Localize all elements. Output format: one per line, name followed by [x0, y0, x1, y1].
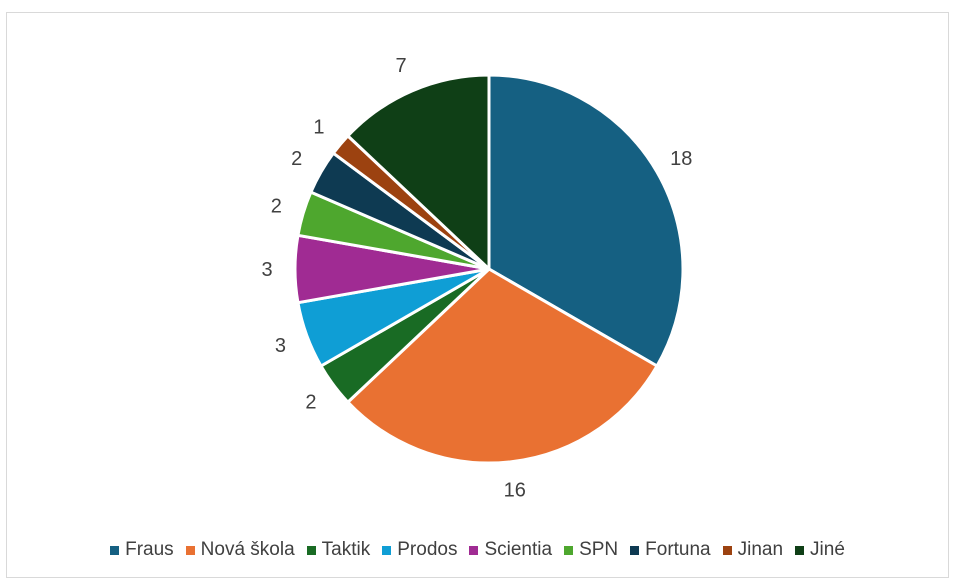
data-label-jinan: 1	[313, 116, 324, 138]
legend-swatch-icon	[185, 545, 195, 555]
data-label-fraus: 18	[670, 148, 692, 170]
legend-label: Taktik	[321, 539, 371, 560]
pie-slices	[293, 73, 685, 465]
legend-item-scientia: Scientia	[469, 539, 552, 561]
pie-slice-nova-skola	[346, 267, 659, 465]
legend-swatch-icon	[630, 545, 640, 555]
legend-item-nova-skola: Nová škola	[185, 539, 295, 561]
legend: Fraus Nová škola Taktik Prodos Scientia SPN Fo…	[0, 537, 955, 563]
data-label-fortuna: 2	[291, 148, 302, 170]
data-label-scientia: 3	[261, 259, 272, 281]
legend-item-fortuna: Fortuna	[630, 539, 711, 561]
legend-label: Fortuna	[645, 539, 711, 560]
data-label-spn: 2	[271, 195, 282, 217]
legend-item-jinan: Jinan	[722, 539, 784, 561]
data-label-prodos: 3	[275, 335, 286, 357]
legend-item-spn: SPN	[564, 539, 618, 561]
legend-item-prodos: Prodos	[382, 539, 457, 561]
data-label-taktik: 2	[305, 392, 316, 414]
legend-label: Scientia	[484, 539, 553, 560]
legend-swatch-icon	[795, 545, 805, 555]
data-label-nova-skola: 16	[504, 479, 526, 501]
legend-swatch-icon	[306, 545, 316, 555]
pie-slice-jine	[346, 73, 491, 271]
legend-swatch-icon	[722, 545, 732, 555]
legend-label: Jinan	[737, 539, 784, 560]
legend-label: Nová škola	[200, 539, 295, 560]
legend-label: Jiné	[810, 539, 845, 560]
legend-swatch-icon	[110, 545, 120, 555]
legend-swatch-icon	[469, 545, 479, 555]
pie-slice-fraus	[487, 73, 685, 368]
data-label-jine: 7	[396, 55, 407, 77]
legend-item-fraus: Fraus	[110, 539, 174, 561]
legend-label: Fraus	[125, 539, 174, 560]
legend-swatch-icon	[382, 545, 392, 555]
legend-label: Prodos	[397, 539, 458, 560]
legend-item-taktik: Taktik	[306, 539, 371, 561]
legend-label: SPN	[579, 539, 619, 560]
legend-swatch-icon	[564, 545, 574, 555]
legend-item-jine: Jiné	[795, 539, 845, 561]
